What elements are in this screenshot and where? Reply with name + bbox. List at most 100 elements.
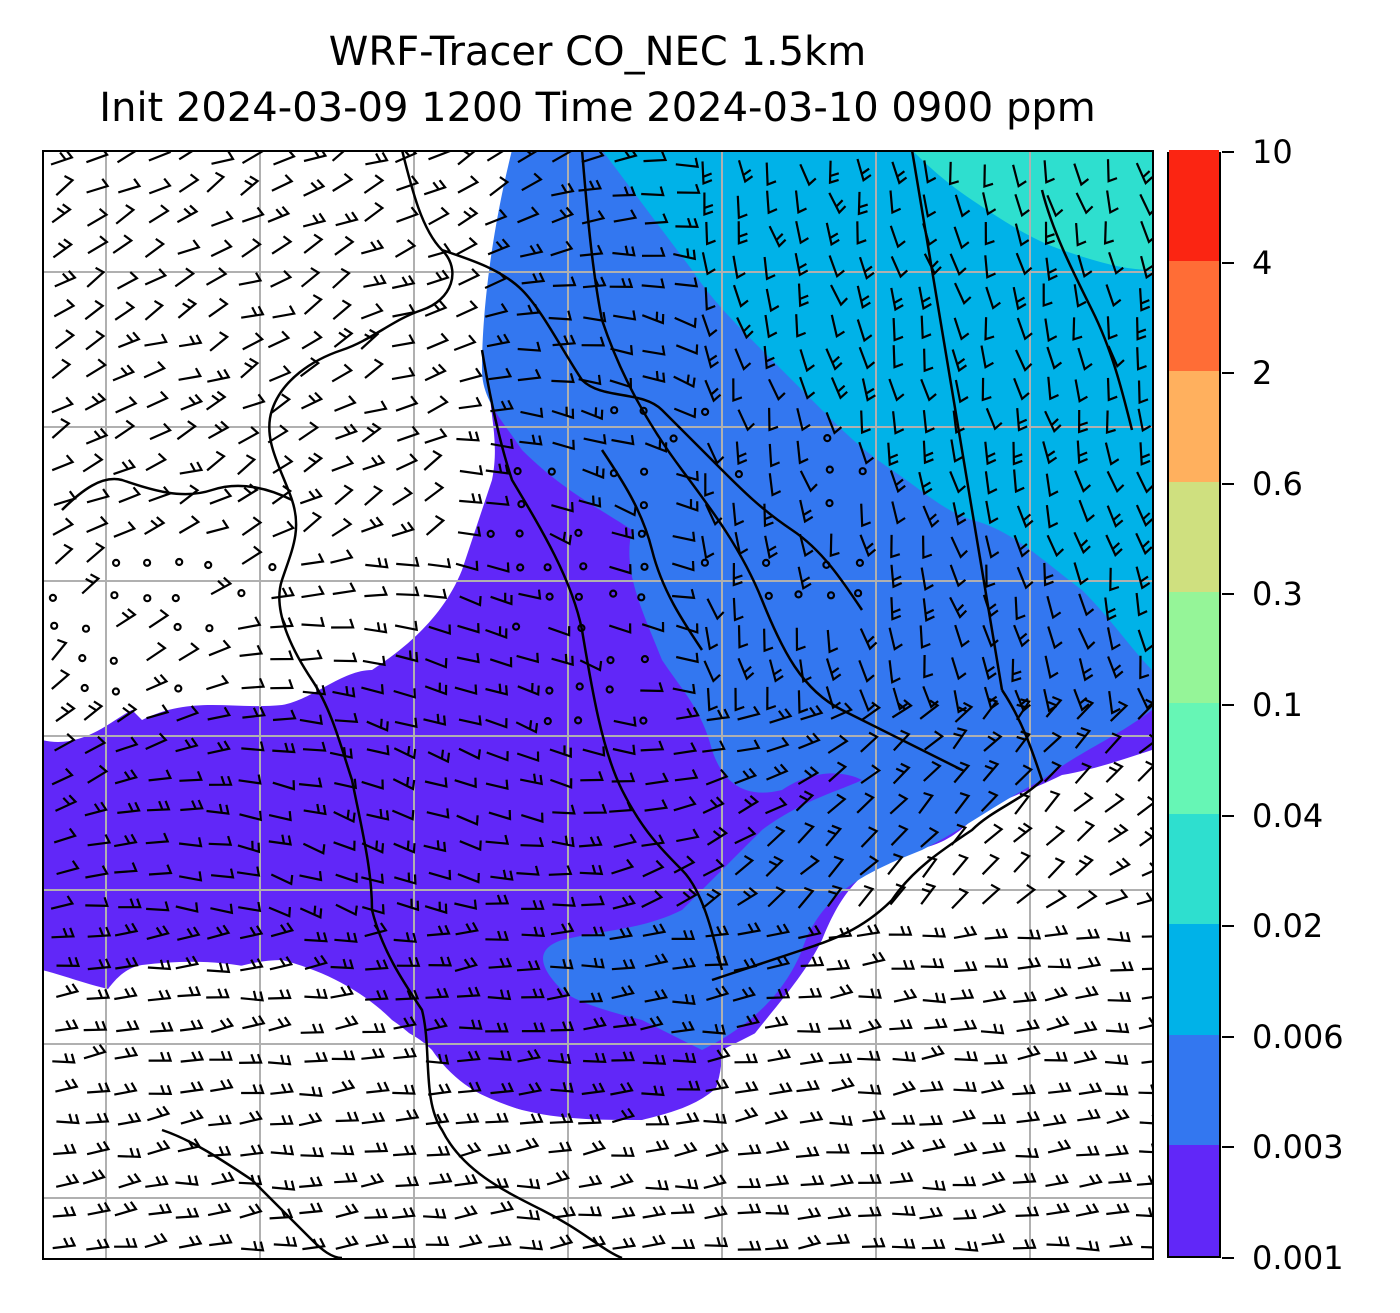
wind-barb: [485, 779, 509, 791]
wind-barb: [984, 471, 998, 495]
wind-barb: [675, 1178, 699, 1190]
wind-barb: [148, 1084, 173, 1096]
wind-barb: [552, 439, 575, 451]
wind-barb: [485, 1112, 509, 1124]
wind-barb: [178, 515, 201, 534]
wind-barb: [1106, 1202, 1130, 1216]
wind-barb: [52, 517, 75, 536]
wind-barb: [362, 1022, 386, 1034]
wind-barb: [1044, 1051, 1068, 1062]
wind-barb: [148, 486, 172, 503]
wind-barb: [860, 503, 872, 528]
wind-barb: [240, 175, 260, 197]
wind-barb: [393, 932, 418, 943]
wind-barb: [207, 420, 230, 440]
wind-barb: [796, 1079, 820, 1093]
wind-barb: [578, 179, 603, 192]
wind-barb: [645, 1179, 669, 1191]
wind-barb: [581, 926, 606, 937]
wind-barb: [334, 778, 358, 790]
wind-barb: [552, 276, 577, 287]
wind-barb: [701, 314, 718, 338]
wind-barb: [949, 470, 967, 494]
wind-barb: [548, 626, 571, 637]
wind-barb: [428, 150, 451, 161]
wind-barb: [826, 959, 851, 971]
wind-barb: [799, 499, 814, 524]
wind-barb: [87, 235, 109, 255]
wind-barb: [180, 1050, 205, 1063]
wind-barb: [642, 1054, 667, 1065]
wind-barb: [1107, 931, 1131, 943]
calm-wind-marker: [575, 682, 584, 691]
wind-barb: [1078, 499, 1095, 523]
wind-barb: [768, 443, 781, 468]
wind-barb: [701, 535, 715, 560]
wind-barb: [1105, 1054, 1129, 1066]
wind-barb: [362, 454, 386, 471]
wind-barb: [303, 452, 324, 473]
wind-barb: [458, 1142, 482, 1158]
wind-barb: [923, 654, 934, 679]
wind-barb: [1011, 658, 1022, 683]
wind-barb: [395, 1176, 420, 1188]
wind-barb: [51, 396, 75, 414]
wind-barb: [485, 1177, 510, 1189]
wind-barb: [614, 504, 637, 517]
wind-barb: [238, 272, 263, 286]
wind-barb: [701, 252, 716, 276]
wind-barb: [82, 453, 104, 473]
wind-barb: [676, 470, 699, 482]
wind-barb: [1106, 505, 1124, 528]
wind-barb: [148, 609, 170, 629]
wind-barb: [981, 1079, 1005, 1094]
wind-barb: [302, 1237, 326, 1251]
wind-barb: [737, 409, 755, 432]
wind-barb: [671, 1238, 696, 1250]
wind-barb: [612, 744, 636, 756]
wind-barb: [827, 734, 849, 754]
wind-barb: [673, 795, 697, 812]
colorbar-tick: [1222, 1146, 1234, 1149]
wind-barb: [766, 190, 778, 215]
wind-barb: [241, 305, 265, 319]
wind-barb: [364, 922, 388, 938]
wind-barb: [272, 305, 296, 319]
wind-barb: [516, 751, 540, 763]
wind-barb: [550, 1234, 574, 1250]
wind-barb: [890, 287, 904, 312]
wind-barb: [335, 872, 358, 884]
wind-barb: [827, 793, 847, 815]
wind-barb: [549, 1112, 574, 1124]
wind-barb: [488, 1050, 512, 1061]
calm-wind-marker: [204, 560, 213, 570]
wind-barb: [613, 209, 638, 223]
wind-barb: [454, 1173, 479, 1187]
wind-barb: [920, 567, 934, 592]
wind-barb: [578, 1174, 603, 1188]
wind-barb: [579, 864, 604, 876]
wind-barb: [675, 652, 699, 664]
wind-barb: [893, 988, 918, 1003]
wind-barb: [645, 1115, 670, 1126]
wind-barb: [1042, 283, 1053, 308]
wind-barb: [888, 627, 903, 651]
wind-barb: [1045, 889, 1068, 909]
wind-barb: [332, 172, 354, 192]
wind-barb: [923, 253, 942, 276]
wind-barb: [269, 1208, 294, 1220]
wind-barb: [1043, 731, 1063, 753]
colorbar-tick: [1222, 151, 1234, 153]
wind-barb: [458, 268, 481, 286]
wind-barb: [982, 1171, 1006, 1186]
wind-barb: [489, 657, 513, 668]
wind-barb: [331, 618, 355, 629]
wind-barb: [732, 284, 749, 308]
wind-barb: [798, 1234, 822, 1250]
wind-barb: [551, 372, 575, 384]
map-panel[interactable]: [42, 150, 1152, 1258]
wind-barb: [611, 527, 635, 540]
wind-barb: [1078, 658, 1094, 682]
wind-barb: [206, 171, 226, 193]
wind-barb: [425, 514, 446, 536]
